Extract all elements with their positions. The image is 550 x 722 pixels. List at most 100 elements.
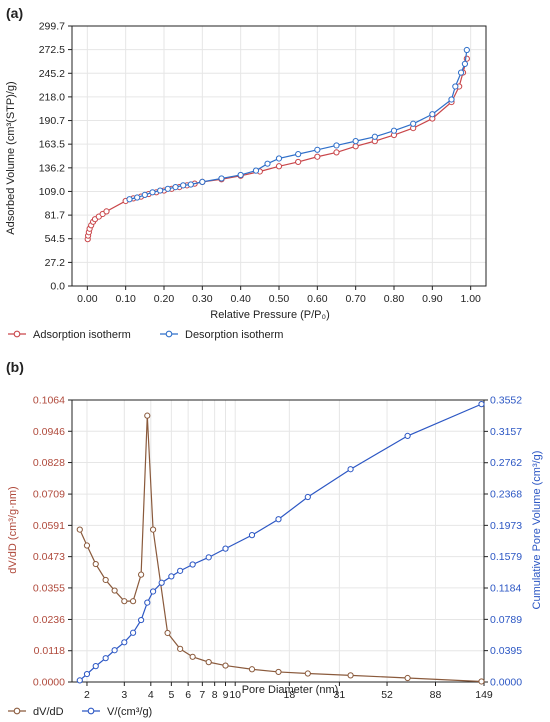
- panel-b-x-tick-label: 18: [283, 689, 295, 701]
- desorption-point: [218, 175, 225, 182]
- panel-a-y-tick-label: 299.7: [39, 21, 65, 33]
- dvdd-point: [92, 560, 99, 568]
- dvdd-point: [304, 670, 311, 677]
- dvdd-point: [76, 526, 83, 533]
- cumulative-point: [347, 466, 354, 473]
- desorption-point: [237, 171, 244, 179]
- dvdd-point: [144, 412, 151, 419]
- cumulative-point: [138, 616, 145, 624]
- panel-a-x-tick-label: 0.00: [77, 293, 98, 305]
- desorption-point: [126, 196, 133, 203]
- panel-a-y-tick-label: 109.0: [39, 186, 65, 198]
- desorption-point: [187, 181, 194, 188]
- panel-b-left-y-tick-label: 0.0236: [33, 614, 65, 626]
- panel-b-left-y-tick-label: 0.0709: [33, 489, 65, 501]
- legend-adsorption-label: Adsorption isotherm: [33, 329, 131, 341]
- panel-b-left-y-axis-label: dV/dD (cm³/g·nm): [7, 486, 19, 573]
- dvdd-series-line: [79, 415, 482, 683]
- panel-a-y-tick-label: 81.7: [45, 210, 66, 222]
- panel-b-x-axis-label: Pore Diameter (nm): [242, 684, 339, 696]
- panel-a-x-tick-label: 0.10: [115, 293, 136, 305]
- panel-a-x-tick-label: 0.50: [269, 293, 290, 305]
- desorption-point: [314, 146, 321, 153]
- panel-b-series: [76, 401, 485, 685]
- adsorption-point: [352, 143, 359, 150]
- panel-a-legend: Adsorption isotherm Desorption isotherm: [8, 329, 283, 341]
- panel-b-left-y-tick-label: 0.0473: [33, 551, 65, 563]
- panel-a-series: [84, 46, 470, 243]
- panel-a-y-tick-label: 136.2: [39, 162, 65, 174]
- legend-adsorption-marker: [13, 330, 21, 338]
- desorption-point: [164, 185, 171, 192]
- panel-b-x-tick-label: 31: [334, 689, 346, 701]
- desorption-point: [461, 60, 469, 68]
- adsorption-point: [333, 149, 340, 156]
- dvdd-point: [164, 629, 171, 637]
- cumulative-point: [92, 663, 99, 670]
- cumulative-point: [121, 639, 128, 646]
- panel-a-x-tick-label: 0.60: [307, 293, 328, 305]
- desorption-point: [352, 138, 359, 145]
- adsorption-point: [314, 153, 321, 160]
- panel-b-grid: [72, 399, 485, 683]
- panel-b-right-y-tick-label: 0.0000: [490, 677, 522, 689]
- desorption-point: [429, 111, 436, 118]
- cumulative-point: [275, 516, 282, 523]
- panel-a-x-tick-label: 0.30: [192, 293, 213, 305]
- panel-a-isotherm-chart: (a) 0.00 0.10 0.20 0.30 0.40 0.50 0.60 0.70 0.80…: [5, 5, 487, 341]
- cumulative-point: [478, 401, 485, 408]
- panel-b-x-tick-label: 10: [229, 689, 241, 701]
- panel-a-x-axis-label: Relative Pressure (P/P₀): [210, 309, 330, 321]
- legend-dvdd-label: dV/dD: [33, 706, 64, 718]
- cumulative-point: [404, 432, 411, 439]
- panel-b-legend: dV/dD V/(cm³/g): [8, 706, 152, 718]
- panel-a-y-tick-label: 163.5: [39, 139, 65, 151]
- dvdd-point: [149, 526, 157, 533]
- dvdd-point: [121, 598, 128, 605]
- panel-b-x-tick-label: 5: [168, 689, 174, 701]
- dvdd-point: [189, 653, 196, 660]
- panel-b-x-tick-label: 4: [148, 689, 154, 701]
- panel-b-right-y-tick-label: 0.0395: [490, 645, 522, 657]
- panel-a-x-tick-label: 0.70: [345, 293, 366, 305]
- panel-b-label: (b): [6, 359, 24, 375]
- panel-a-y-tick-label: 0.0: [50, 281, 65, 293]
- panel-b-x-tick-label: 52: [381, 689, 393, 701]
- cumulative-point: [144, 599, 151, 606]
- panel-a-x-tick-label: 0.20: [154, 293, 175, 305]
- adsorption-series-line: [87, 58, 468, 240]
- desorption-point: [371, 133, 378, 140]
- desorption-point: [199, 178, 206, 185]
- dvdd-point: [478, 678, 485, 685]
- panel-b-pore-distribution-chart: (b) 2 3 4 5 6 7 8 9 10 18 31 52 88 1490.00000.01180.0…: [6, 359, 543, 718]
- panel-b-x-tick-label: 8: [212, 689, 218, 701]
- adsorption-point: [295, 158, 302, 166]
- desorption-point: [252, 167, 260, 174]
- cumulative-point: [222, 545, 229, 552]
- desorption-series-line: [129, 49, 468, 200]
- panel-a-x-tick-label: 1.00: [460, 293, 481, 305]
- dvdd-point: [83, 542, 91, 549]
- cumulative-point: [177, 567, 184, 574]
- desorption-point: [275, 155, 283, 162]
- desorption-point: [457, 69, 465, 76]
- cumulative-point: [304, 493, 311, 501]
- cumulative-point: [102, 655, 109, 662]
- dvdd-point: [177, 645, 184, 652]
- desorption-point: [463, 46, 470, 54]
- panel-b-right-y-tick-label: 0.2762: [490, 457, 522, 469]
- legend-dvdd-marker: [13, 707, 21, 715]
- panel-b-x-tick-label: 2: [84, 689, 90, 701]
- panel-b-x-tick-label: 9: [223, 689, 229, 701]
- panel-a-axes: 0.00 0.10 0.20 0.30 0.40 0.50 0.60 0.70 0.80 0.90…: [39, 21, 487, 305]
- cumulative-point: [168, 573, 175, 580]
- panel-a-y-tick-label: 54.5: [45, 233, 66, 245]
- panel-a-y-tick-label: 218.0: [39, 91, 65, 103]
- adsorption-point: [103, 208, 110, 215]
- panel-a-y-tick-label: 27.2: [45, 257, 66, 269]
- panel-a-y-tick-label: 245.2: [39, 68, 65, 80]
- panel-b-x-tick-label: 88: [430, 689, 442, 701]
- legend-cumulative-label: V/(cm³/g): [107, 706, 152, 718]
- desorption-point: [157, 187, 164, 194]
- panel-b-axes: 2 3 4 5 6 7 8 9 10 18 31 52 88 1490.00000.01180.02360…: [33, 395, 522, 702]
